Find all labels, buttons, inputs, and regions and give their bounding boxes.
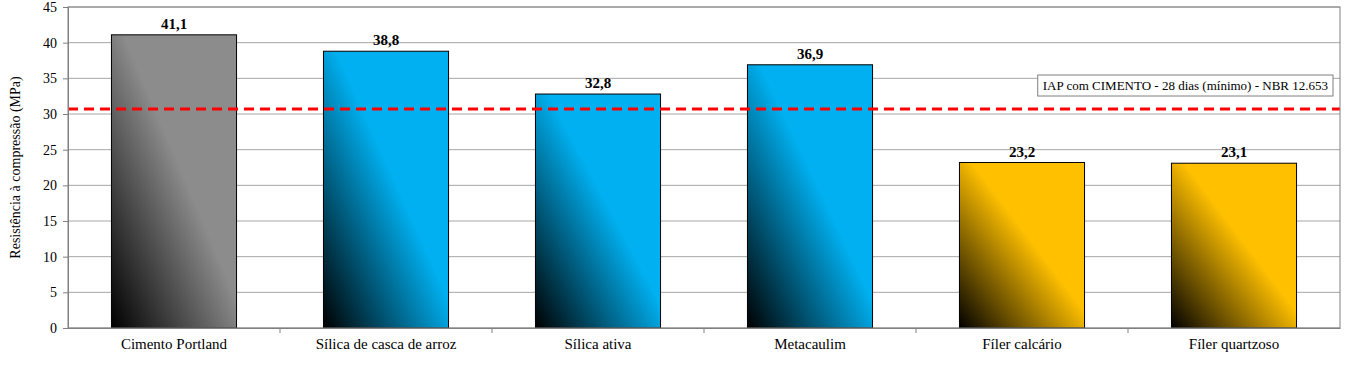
annotation-box	[1038, 75, 1333, 96]
tick: 20	[43, 178, 68, 193]
tick-mark	[63, 328, 68, 329]
plot-frame	[68, 7, 1340, 328]
tick-label: 0	[50, 321, 57, 336]
tick-mark	[63, 257, 68, 258]
tick: 10	[43, 250, 68, 265]
tick-label: 45	[43, 0, 57, 15]
tick-label: 35	[43, 71, 57, 86]
tick-label: Fíler calcário	[982, 336, 1062, 352]
tick-label: Sílica de casca de arroz	[316, 336, 457, 352]
tick-mark	[63, 185, 68, 186]
tick-label: Metacaulim	[774, 336, 846, 352]
tick-mark	[63, 78, 68, 79]
tick-label: Cimento Portland	[121, 336, 228, 352]
tick: Sílica ativa	[564, 328, 631, 352]
data-label: 23,2	[1009, 144, 1035, 160]
grid-line	[68, 42, 1340, 43]
tick: 0	[50, 321, 68, 336]
grid-line	[68, 149, 1340, 150]
data-label: 32,8	[585, 75, 611, 91]
tick-mark	[63, 150, 68, 151]
category-separator	[704, 328, 705, 333]
tick: Cimento Portland	[121, 328, 228, 352]
data-label: 36,9	[797, 46, 823, 62]
grid-line	[68, 292, 1340, 293]
annotation-label: IAP com CIMENTO - 28 dias (mínimo) - NBR…	[1043, 78, 1328, 93]
grid-line	[68, 185, 1340, 186]
tick: 40	[43, 36, 68, 51]
grid-line	[68, 221, 1340, 222]
annotation-labels: IAP com CIMENTO - 28 dias (mínimo) - NBR…	[1038, 75, 1333, 96]
x-axis: Cimento Portland Sílica de casca de arroz…	[69, 328, 1341, 352]
tick: Metacaulim	[774, 328, 846, 352]
bar	[959, 163, 1084, 328]
data-label: 23,1	[1221, 144, 1247, 160]
tick-label: 30	[43, 107, 57, 122]
tick: 5	[50, 285, 68, 300]
tick: Fíler calcário	[982, 328, 1062, 352]
tick-mark	[63, 292, 68, 293]
plot: IAP com CIMENTO - 28 dias (mínimo) - NBR…	[43, 0, 1341, 352]
tick: 15	[43, 214, 68, 229]
bar	[111, 35, 236, 328]
tick-mark	[63, 7, 68, 8]
tick-label: Sílica ativa	[564, 336, 631, 352]
tick: Sílica de casca de arroz	[316, 328, 457, 352]
tick-label: 10	[43, 250, 57, 265]
y-axis: 0 5 10 15 20 25 30 35 40 45	[43, 0, 69, 336]
tick-label: Fíler quartzoso	[1189, 336, 1279, 352]
tick-mark	[63, 43, 68, 44]
tick: 30	[43, 107, 68, 122]
bar	[1171, 163, 1296, 328]
category-separator	[280, 328, 281, 333]
bar	[535, 94, 660, 328]
tick-label: 40	[43, 36, 57, 51]
tick-mark	[63, 221, 68, 222]
category-separator	[916, 328, 917, 333]
tick: Fíler quartzoso	[1189, 328, 1279, 352]
data-label: 38,8	[373, 32, 399, 48]
bar	[323, 51, 448, 328]
axis-line	[63, 8, 69, 329]
grid-line	[68, 114, 1340, 115]
tick-label: 25	[43, 143, 57, 158]
grid	[68, 7, 1340, 328]
data-label: 41,1	[161, 16, 187, 32]
bar	[747, 65, 872, 328]
tick-label: 15	[43, 214, 57, 229]
tick: 35	[43, 71, 68, 86]
category-separator	[492, 328, 493, 333]
chart: IAP com CIMENTO - 28 dias (mínimo) - NBR…	[0, 0, 1351, 370]
tick-label: 20	[43, 178, 57, 193]
tick-label: 5	[50, 285, 57, 300]
reference-line	[68, 108, 1340, 111]
data-labels: 41,1 38,8 32,8 36,9 23,2 23,1	[161, 16, 1247, 160]
tick: 45	[43, 0, 68, 15]
category-separator	[1128, 328, 1129, 333]
tick: 25	[43, 143, 68, 158]
y-axis-title: Resistência à compressão (MPa)	[8, 76, 24, 259]
reference-lines	[68, 109, 1340, 110]
tick-mark	[63, 114, 68, 115]
grid-line	[68, 256, 1340, 257]
